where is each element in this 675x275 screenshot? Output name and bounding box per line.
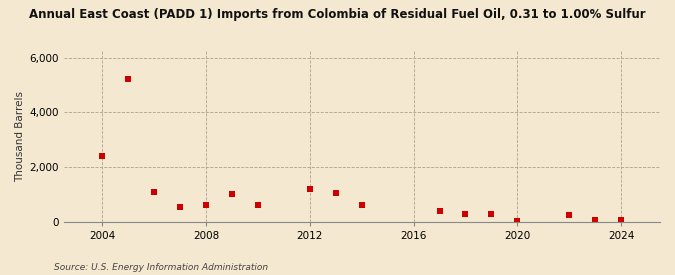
- Text: Annual East Coast (PADD 1) Imports from Colombia of Residual Fuel Oil, 0.31 to 1: Annual East Coast (PADD 1) Imports from …: [29, 8, 646, 21]
- Y-axis label: Thousand Barrels: Thousand Barrels: [15, 91, 25, 182]
- Text: Source: U.S. Energy Information Administration: Source: U.S. Energy Information Administ…: [54, 263, 268, 272]
